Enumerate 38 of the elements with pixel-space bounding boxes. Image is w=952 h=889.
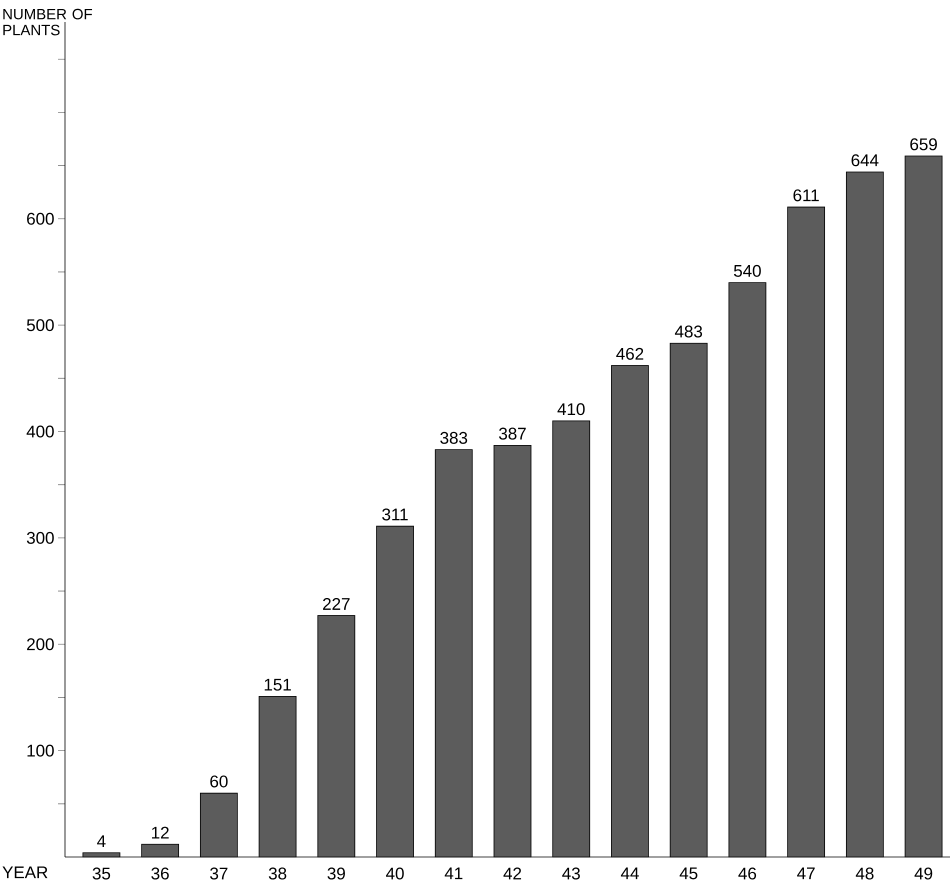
y-tick-label: 300 — [26, 532, 54, 544]
data-label: 12 — [152, 826, 169, 839]
x-axis-title: YEAR — [2, 866, 48, 878]
data-label: 611 — [793, 189, 819, 202]
data-label: 462 — [616, 348, 644, 360]
data-label: 483 — [674, 326, 702, 338]
data-label: 644 — [852, 154, 878, 166]
y-tick-label: 600 — [27, 212, 54, 225]
x-tick-label: 45 — [680, 868, 698, 880]
y-tick-label: 400 — [26, 426, 54, 438]
y-tick-label: 500 — [26, 319, 54, 332]
data-label: 387 — [499, 428, 526, 440]
y-axis-title: NUMBER OF PLANTS — [3, 8, 92, 36]
data-label: 659 — [910, 138, 937, 150]
x-tick-label: 42 — [503, 868, 522, 880]
x-tick-label: 38 — [268, 868, 286, 880]
x-tick-label: 39 — [328, 868, 345, 880]
x-tick-label: 36 — [151, 868, 169, 880]
x-tick-label: 47 — [797, 868, 815, 880]
data-label: 383 — [440, 432, 468, 444]
x-tick-label: 46 — [738, 868, 756, 880]
x-tick-label: 40 — [386, 868, 404, 880]
data-label: 227 — [323, 598, 350, 610]
x-tick-label: 37 — [210, 868, 228, 880]
data-label: 410 — [557, 403, 585, 416]
data-label: 540 — [734, 264, 761, 277]
data-label: 4 — [97, 835, 106, 848]
x-tick-label: 43 — [562, 868, 580, 880]
y-tick-label: 100 — [28, 744, 54, 757]
data-label: 311 — [382, 508, 408, 520]
x-tick-label: 35 — [92, 868, 110, 880]
y-tick-label: 200 — [27, 638, 54, 650]
x-tick-label: 41 — [444, 868, 462, 880]
data-label: 151 — [264, 678, 291, 691]
x-tick-label: 44 — [620, 868, 639, 880]
x-tick-label: 49 — [914, 868, 932, 880]
x-tick-label: 48 — [856, 868, 874, 880]
data-label: 60 — [210, 775, 228, 788]
